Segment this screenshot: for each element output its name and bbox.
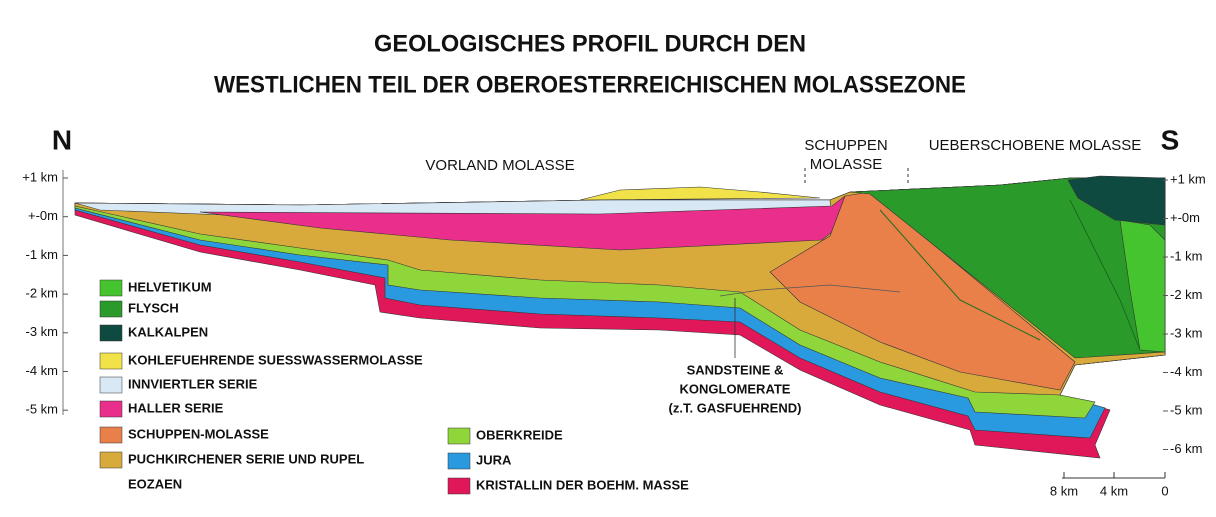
- depth-label-left: -4 km: [26, 363, 59, 378]
- depth-label-right: -5 km: [1170, 402, 1203, 417]
- depth-label-right: -1 km: [1170, 248, 1203, 263]
- depth-label-left: +1 km: [22, 169, 58, 184]
- direction-north: N: [52, 124, 72, 155]
- annotation-line: (z.T. GASFUEHREND): [669, 400, 802, 415]
- cross-section: [75, 176, 1165, 458]
- legend-label: EOZAEN: [128, 476, 182, 491]
- scale-label: 0: [1161, 483, 1168, 498]
- legend-swatch: [100, 377, 122, 393]
- depth-label-left: -2 km: [26, 286, 59, 301]
- depth-label-right: +-0m: [1170, 210, 1200, 225]
- title-line: WESTLICHEN TEIL DER OBEROESTERREICHISCHE…: [214, 71, 966, 98]
- legend-swatch: [448, 453, 470, 469]
- legend-swatch: [100, 452, 122, 468]
- region-label: VORLAND MOLASSE: [425, 157, 574, 174]
- layer-kohle: [580, 187, 820, 200]
- region-label: MOLASSE: [810, 156, 883, 173]
- depth-label-right: -6 km: [1170, 441, 1203, 456]
- annotation-line: KONGLOMERATE: [680, 381, 791, 396]
- profile-diagram: GEOLOGISCHES PROFIL DURCH DEN WESTLICHEN…: [0, 0, 1216, 517]
- legend-label: HELVETIKUM: [128, 279, 212, 294]
- legend-swatch: [100, 353, 122, 369]
- legend-swatch: [100, 427, 122, 443]
- legend-label: KRISTALLIN DER BOEHM. MASSE: [476, 477, 689, 492]
- direction-south: S: [1161, 124, 1180, 155]
- legend-label: HALLER SERIE: [128, 400, 224, 415]
- depth-label-left: -1 km: [26, 247, 59, 262]
- title-line: GEOLOGISCHES PROFIL DURCH DEN: [374, 30, 806, 57]
- region-label: UEBERSCHOBENE MOLASSE: [929, 137, 1142, 154]
- legend-swatch: [100, 401, 122, 417]
- depth-label-right: -2 km: [1170, 287, 1203, 302]
- depth-label-left: -3 km: [26, 324, 59, 339]
- legend-label: OBERKREIDE: [476, 427, 563, 442]
- legend-label: JURA: [476, 452, 512, 467]
- legend-label: KOHLEFUEHRENDE SUESSWASSERMOLASSE: [128, 352, 423, 367]
- depth-label-right: -4 km: [1170, 364, 1203, 379]
- legend-label: INNVIERTLER SERIE: [128, 376, 258, 391]
- legend-label: PUCHKIRCHENER SERIE UND RUPEL: [128, 451, 364, 466]
- legend-label: FLYSCH: [128, 300, 179, 315]
- depth-label-left: +-0m: [28, 208, 58, 223]
- depth-label-right: +1 km: [1170, 171, 1206, 186]
- legend-swatch: [448, 478, 470, 494]
- legend-swatch: [100, 325, 122, 341]
- depth-label-right: -3 km: [1170, 325, 1203, 340]
- legend-label: SCHUPPEN-MOLASSE: [128, 426, 269, 441]
- region-label: SCHUPPEN: [804, 137, 887, 154]
- legend-swatch: [448, 428, 470, 444]
- annotation-line: SANDSTEINE &: [687, 362, 784, 377]
- legend-swatch: [100, 301, 122, 317]
- scale-label: 8 km: [1050, 483, 1078, 498]
- scale-label: 4 km: [1100, 483, 1128, 498]
- depth-label-left: -5 km: [26, 402, 59, 417]
- legend-swatch: [100, 280, 122, 296]
- legend-label: KALKALPEN: [128, 324, 208, 339]
